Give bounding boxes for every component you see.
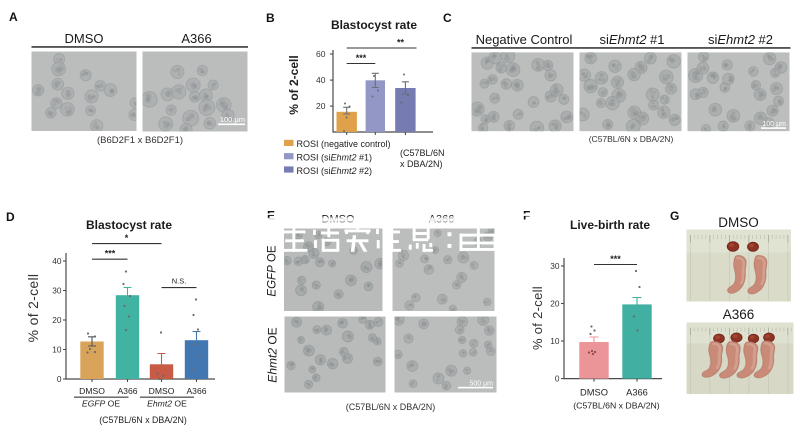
svg-text:**: ** [397, 38, 405, 48]
svg-text:A366: A366 [626, 387, 648, 397]
svg-text:20: 20 [550, 298, 560, 308]
svg-text:DMSO: DMSO [580, 387, 608, 397]
svg-text:(C57BL/6N x DBA/2N): (C57BL/6N x DBA/2N) [573, 400, 660, 410]
svg-text:0: 0 [555, 374, 560, 384]
svg-text:***: *** [610, 254, 621, 264]
svg-text:***: *** [356, 53, 367, 63]
svg-text:30: 30 [52, 285, 62, 295]
svg-text:E: E [267, 209, 275, 223]
svg-text:40: 40 [316, 75, 326, 85]
svg-text:60: 60 [316, 49, 326, 59]
svg-text:(C57BL/6N: (C57BL/6N [400, 148, 445, 158]
svg-text:% of 2-cell: % of 2-cell [287, 55, 301, 114]
svg-text:Ehmt2 OE: Ehmt2 OE [266, 327, 280, 382]
svg-text:***: *** [105, 249, 116, 259]
svg-text:EGFP OE: EGFP OE [267, 245, 279, 296]
svg-text:40: 40 [52, 256, 62, 266]
svg-text:0: 0 [57, 374, 62, 384]
svg-text:30: 30 [550, 261, 560, 271]
svg-text:% of 2-cell: % of 2-cell [530, 286, 545, 350]
svg-text:10: 10 [52, 344, 62, 354]
svg-text:x DBA/2N): x DBA/2N) [400, 159, 443, 169]
svg-text:DMSO: DMSO [79, 386, 105, 396]
svg-text:ROSI (siEhmt2 #1): ROSI (siEhmt2 #1) [297, 153, 373, 163]
svg-text:10: 10 [550, 336, 560, 346]
svg-text:N.S.: N.S. [172, 277, 187, 286]
svg-text:ROSI (negative control): ROSI (negative control) [297, 139, 391, 149]
svg-text:A366: A366 [186, 386, 206, 396]
svg-text:EGFP OE: EGFP OE [82, 399, 120, 409]
svg-text:A366: A366 [117, 386, 137, 396]
svg-text:500 μm: 500 μm [470, 380, 494, 387]
svg-text:20: 20 [52, 315, 62, 325]
svg-text:100 μm: 100 μm [763, 121, 787, 128]
svg-text:DMSO: DMSO [149, 386, 175, 396]
svg-text:20: 20 [316, 101, 326, 111]
svg-text:Ehmt2 OE: Ehmt2 OE [147, 399, 187, 409]
svg-text:*: * [125, 233, 129, 243]
svg-text:100 μm: 100 μm [220, 115, 245, 124]
svg-text:(C57BL/6N x DBA/2N): (C57BL/6N x DBA/2N) [99, 415, 187, 425]
svg-text:ROSI (siEhmt2 #2): ROSI (siEhmt2 #2) [297, 166, 373, 176]
svg-text:% of 2-cell: % of 2-cell [25, 274, 41, 343]
